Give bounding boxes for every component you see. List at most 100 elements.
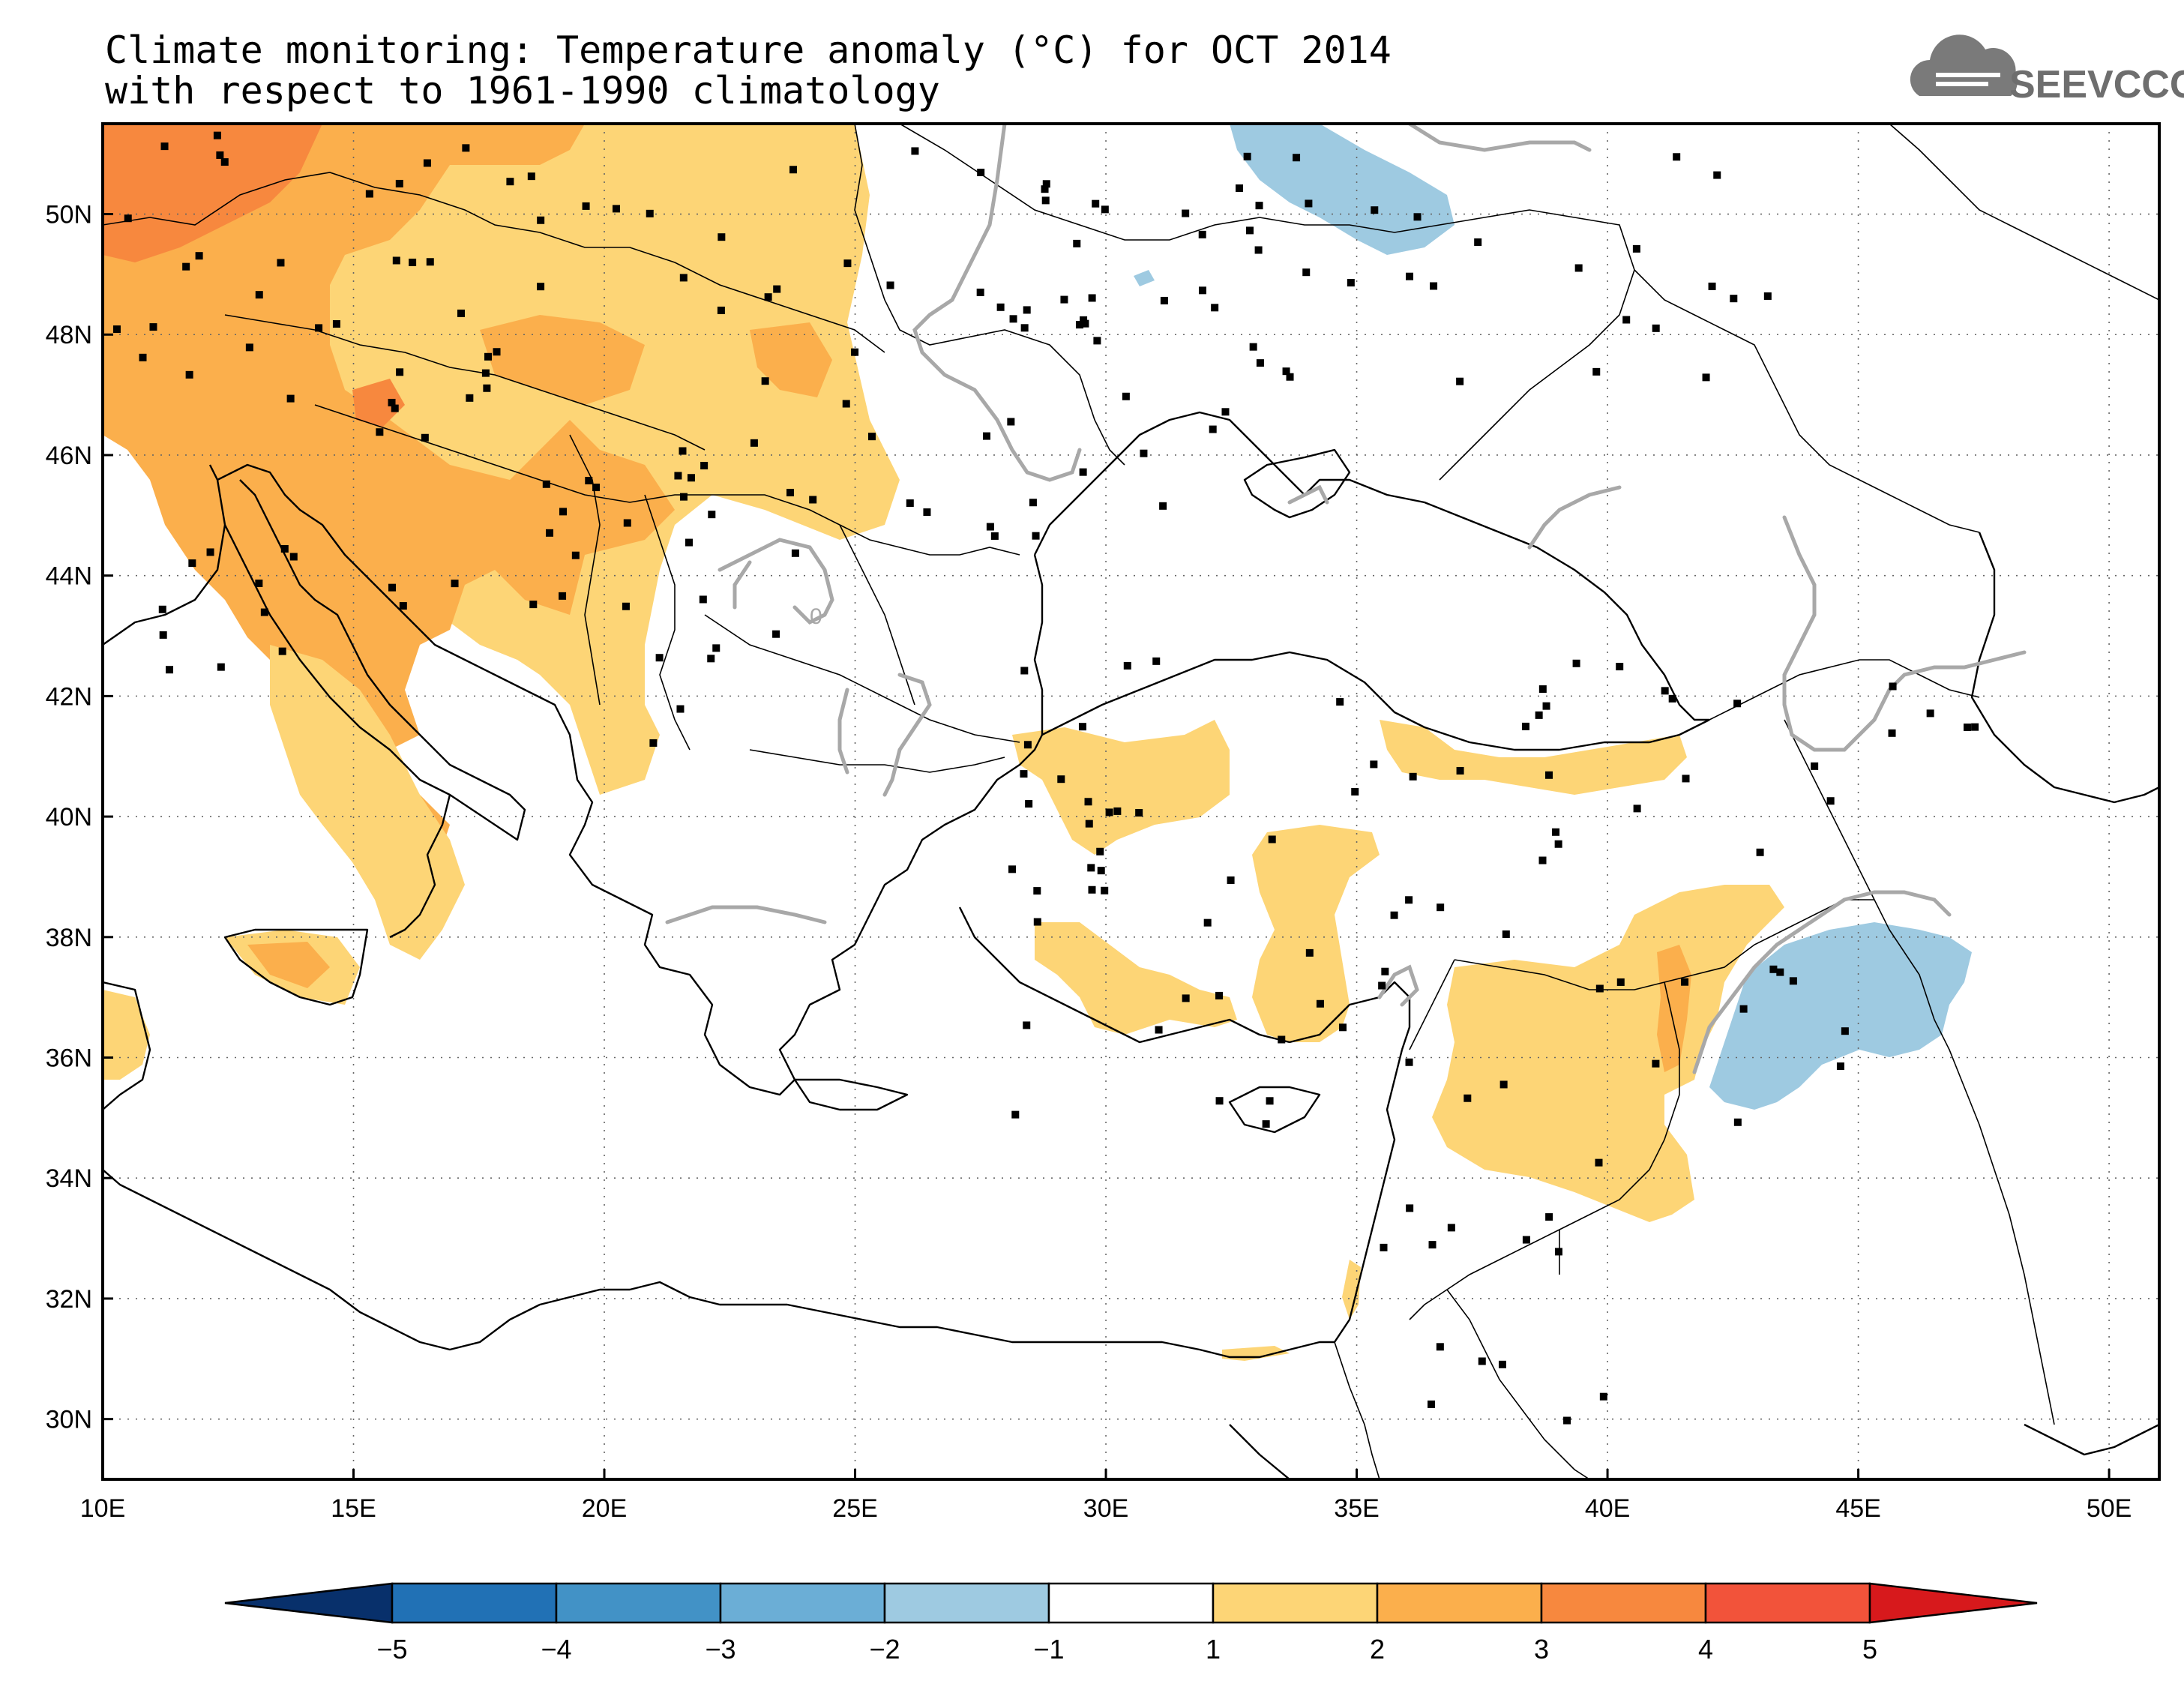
station-marker (699, 595, 707, 604)
anomaly-zone-warm2-romania (750, 322, 832, 397)
station-marker (1370, 760, 1378, 769)
station-marker (1011, 1110, 1020, 1119)
colorbar-tick-label: −1 (1033, 1634, 1064, 1665)
station-marker (1681, 978, 1689, 986)
station-marker (750, 439, 758, 447)
station-marker (1545, 771, 1553, 779)
x-tick-label: 35E (1334, 1494, 1380, 1523)
colorbar-tick-label: −5 (376, 1634, 407, 1665)
station-marker (772, 630, 780, 638)
station-marker (1282, 367, 1290, 376)
station-marker (451, 580, 459, 588)
station-marker (1203, 918, 1212, 927)
station-marker (1249, 343, 1257, 351)
station-marker (646, 209, 654, 217)
station-marker (773, 285, 781, 293)
station-marker (493, 348, 501, 356)
zero-contour-serbia-b (732, 560, 752, 610)
station-marker (1428, 1400, 1436, 1408)
station-marker (426, 258, 434, 266)
station-marker (185, 370, 193, 379)
station-marker (1836, 1062, 1844, 1071)
station-marker (149, 323, 157, 331)
station-marker (1182, 209, 1190, 217)
station-marker (1574, 264, 1583, 272)
station-marker (1159, 502, 1167, 510)
station-marker (622, 602, 630, 610)
station-marker (1152, 657, 1161, 665)
station-marker (1522, 1236, 1530, 1244)
coastline-caspian (1970, 532, 2159, 804)
station-marker (255, 579, 263, 587)
station-marker (1592, 367, 1601, 376)
station-marker (1406, 272, 1414, 280)
station-marker (483, 384, 491, 392)
coastline-turkey (958, 651, 1710, 1050)
station-marker (1616, 663, 1624, 671)
station-marker (786, 488, 795, 496)
station-marker (1595, 1158, 1603, 1167)
station-marker (1409, 772, 1417, 781)
station-marker (484, 352, 493, 361)
station-marker (976, 288, 984, 296)
station-marker (217, 663, 225, 671)
map-title-line1: Climate monitoring: Temperature anomaly … (105, 28, 1392, 72)
y-tick-label: 38N (46, 924, 92, 952)
station-marker (1023, 1021, 1031, 1029)
station-marker (655, 654, 664, 662)
station-marker (260, 608, 268, 616)
station-marker (527, 172, 535, 181)
station-marker (1262, 1120, 1270, 1128)
station-marker (1302, 268, 1311, 277)
station-marker (592, 484, 601, 492)
station-marker (1093, 337, 1101, 345)
station-marker (376, 428, 384, 436)
station-marker (851, 348, 859, 356)
y-tick-label: 48N (46, 321, 92, 349)
station-marker (195, 252, 203, 260)
station-marker (1769, 965, 1778, 973)
station-marker (1286, 373, 1294, 381)
station-marker (365, 190, 373, 198)
station-marker (1092, 199, 1100, 208)
station-marker (1430, 282, 1438, 290)
station-marker (1521, 722, 1529, 730)
station-marker (1841, 1027, 1849, 1035)
station-marker (1122, 392, 1130, 400)
station-marker (1080, 316, 1088, 324)
station-marker (537, 283, 545, 291)
country-borders (103, 124, 2159, 1479)
station-marker (1739, 1005, 1748, 1013)
station-marker (1097, 867, 1105, 875)
station-marker (1542, 702, 1550, 710)
x-tick-label: 30E (1083, 1494, 1129, 1523)
x-tick-label: 40E (1585, 1494, 1631, 1523)
station-marker (388, 398, 396, 406)
station-marker (1652, 1059, 1660, 1068)
station-marker (1155, 1026, 1163, 1034)
y-tick-label: 36N (46, 1044, 92, 1073)
station-marker (1554, 1248, 1562, 1256)
station-marker (1682, 775, 1690, 783)
colorbar-tick-label: −2 (869, 1634, 900, 1665)
zero-contour-crimea (1287, 484, 1329, 505)
anomaly-zone-warm1-italy (270, 645, 465, 960)
anomaly-zone-warm1-black-sea-coast (1380, 720, 1687, 795)
station-marker (1023, 306, 1031, 314)
station-marker (1563, 1416, 1571, 1425)
station-marker (1633, 805, 1641, 813)
station-marker (399, 602, 407, 610)
y-tick-label: 46N (46, 442, 92, 470)
station-marker (396, 368, 404, 376)
y-tick-label: 34N (46, 1164, 92, 1193)
station-marker (1009, 315, 1017, 323)
station-marker (255, 291, 263, 299)
station-marker (1020, 667, 1029, 675)
station-marker (1478, 1357, 1486, 1365)
zero-contour-label: 0 (810, 604, 822, 629)
station-marker (1428, 1241, 1437, 1249)
station-marker (1254, 246, 1263, 254)
station-marker (1029, 499, 1037, 507)
station-marker (1268, 835, 1276, 844)
station-marker (1033, 918, 1041, 926)
